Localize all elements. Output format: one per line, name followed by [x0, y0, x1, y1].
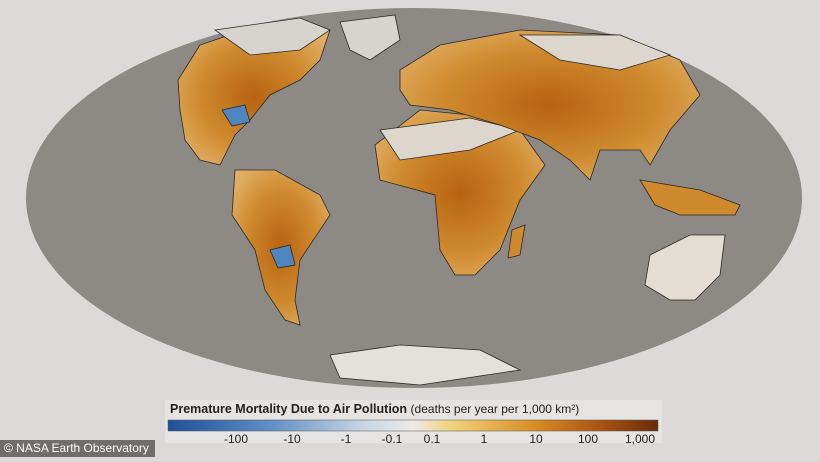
legend-tick-label: -1	[341, 432, 352, 446]
continents	[177, 14, 741, 386]
legend-tick-label: 1	[481, 432, 488, 446]
madagascar	[507, 224, 526, 259]
legend-tick-label: 1,000	[625, 432, 655, 446]
credit: © NASA Earth Observatory	[0, 440, 155, 457]
legend-tick-label: -10	[283, 432, 301, 446]
north-america	[177, 27, 331, 166]
southeast-asia	[639, 179, 741, 216]
australia	[644, 234, 726, 301]
greenland	[339, 14, 401, 61]
siberia	[518, 34, 672, 71]
sahara	[379, 117, 522, 161]
legend-ticks: -100 -10 -1 -0.1 0.1 1 10 100 1,000	[224, 432, 655, 446]
legend-tick-label: -100	[224, 432, 248, 446]
antarctica	[329, 344, 522, 386]
legend-tick-label: 10	[529, 432, 543, 446]
colorbar	[167, 419, 659, 432]
legend-title-text: Premature Mortality Due to Air Pollution	[170, 402, 407, 416]
legend-title: Premature Mortality Due to Air Pollution…	[170, 402, 579, 416]
legend-tick-label: 100	[578, 432, 598, 446]
legend-tick-label: -0.1	[382, 432, 403, 446]
legend-units: (deaths per year per 1,000 km²)	[411, 402, 580, 416]
canada-north	[213, 17, 331, 56]
blue-area	[221, 104, 251, 127]
blue-area-2	[269, 244, 296, 269]
legend-tick-label: 0.1	[424, 432, 441, 446]
